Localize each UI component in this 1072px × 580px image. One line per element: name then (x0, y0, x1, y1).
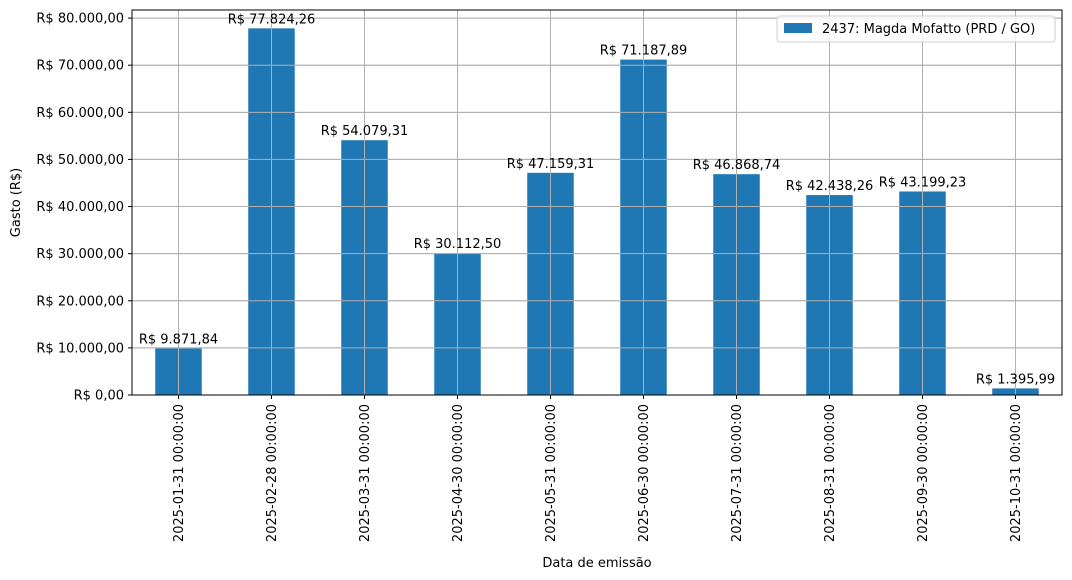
bar-value-label: R$ 43.199,23 (879, 175, 967, 190)
y-tick-label: R$ 70.000,00 (36, 59, 124, 74)
bars (155, 28, 1039, 396)
x-tick-label: 2025-08-31 00:00:00 (823, 404, 838, 542)
x-tick-label: 2025-01-31 00:00:00 (172, 404, 187, 542)
bar-value-label: R$ 47.159,31 (507, 157, 595, 172)
bar-value-label: R$ 54.079,31 (321, 124, 409, 139)
legend-label: 2437: Magda Mofatto (PRD / GO) (822, 22, 1035, 37)
y-tick-label: R$ 80.000,00 (36, 12, 124, 27)
grid-lines-overlay (132, 10, 1062, 396)
bar-value-label: R$ 42.438,26 (786, 179, 874, 194)
x-tick-label: 2025-06-30 00:00:00 (637, 404, 652, 542)
bar-value-label: R$ 1.395,99 (976, 372, 1055, 387)
x-axis-label: Data de emissão (542, 556, 651, 571)
bar-value-labels: R$ 9.871,84 R$ 77.824,26 R$ 54.079,31 R$ 30… (139, 12, 1055, 387)
y-tick-label: R$ 0,00 (74, 389, 124, 404)
y-tick-label: R$ 60.000,00 (36, 106, 124, 121)
x-tick-label: 2025-02-28 00:00:00 (265, 404, 280, 542)
x-tick-label: 2025-04-30 00:00:00 (451, 404, 466, 542)
y-axis-label: Gasto (R$) (9, 168, 24, 237)
x-tick-label: 2025-07-31 00:00:00 (730, 404, 745, 542)
x-tick-label: 2025-03-31 00:00:00 (358, 404, 373, 542)
bar-value-label: R$ 9.871,84 (139, 332, 218, 347)
y-tick-label: R$ 20.000,00 (36, 294, 124, 309)
legend-swatch (784, 23, 812, 33)
legend: 2437: Magda Mofatto (PRD / GO) (776, 15, 1056, 43)
y-tick-label: R$ 30.000,00 (36, 247, 124, 262)
bar-value-label: R$ 71.187,89 (600, 44, 688, 59)
bar-value-label: R$ 46.868,74 (693, 158, 781, 173)
y-axis-ticks: R$ 0,00 R$ 10.000,00 R$ 20.000,00 R$ 30.000… (36, 12, 132, 404)
x-tick-label: 2025-10-31 00:00:00 (1009, 404, 1024, 542)
x-tick-label: 2025-05-31 00:00:00 (544, 404, 559, 542)
y-tick-label: R$ 50.000,00 (36, 153, 124, 168)
bar-value-label: R$ 77.824,26 (228, 12, 316, 27)
bar-value-label: R$ 30.112,50 (414, 237, 502, 252)
x-tick-label: 2025-09-30 00:00:00 (916, 404, 931, 542)
y-tick-label: R$ 40.000,00 (36, 200, 124, 215)
plot-frame (131, 9, 1063, 396)
legend-box (776, 15, 1056, 43)
x-axis-ticks: 2025-01-31 00:00:00 2025-02-28 00:00:00 20… (172, 395, 1024, 542)
y-tick-label: R$ 10.000,00 (36, 341, 124, 356)
